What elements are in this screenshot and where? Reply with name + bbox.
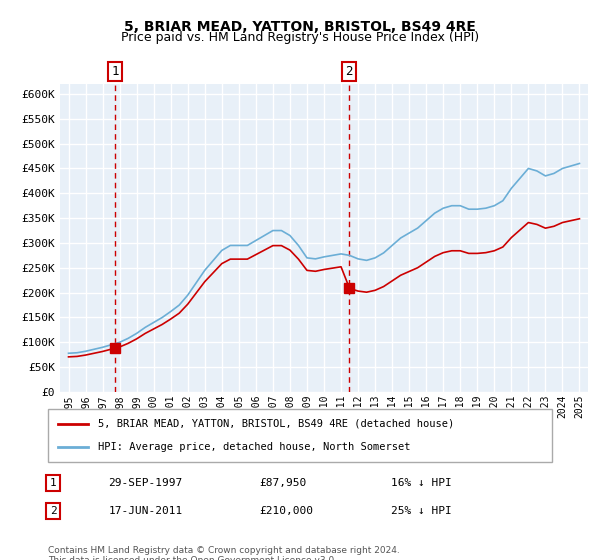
Text: 1: 1	[112, 65, 119, 78]
Text: 2: 2	[50, 506, 56, 516]
Text: HPI: Average price, detached house, North Somerset: HPI: Average price, detached house, Nort…	[98, 442, 411, 452]
Text: 5, BRIAR MEAD, YATTON, BRISTOL, BS49 4RE (detached house): 5, BRIAR MEAD, YATTON, BRISTOL, BS49 4RE…	[98, 419, 455, 429]
FancyBboxPatch shape	[48, 409, 552, 462]
Text: 1: 1	[50, 478, 56, 488]
Text: Price paid vs. HM Land Registry's House Price Index (HPI): Price paid vs. HM Land Registry's House …	[121, 31, 479, 44]
Text: Contains HM Land Registry data © Crown copyright and database right 2024.
This d: Contains HM Land Registry data © Crown c…	[48, 546, 400, 560]
Text: 5, BRIAR MEAD, YATTON, BRISTOL, BS49 4RE: 5, BRIAR MEAD, YATTON, BRISTOL, BS49 4RE	[124, 20, 476, 34]
Text: 2: 2	[345, 65, 353, 78]
Text: 25% ↓ HPI: 25% ↓ HPI	[391, 506, 451, 516]
Text: 29-SEP-1997: 29-SEP-1997	[109, 478, 183, 488]
Text: £210,000: £210,000	[260, 506, 314, 516]
Text: £87,950: £87,950	[260, 478, 307, 488]
Text: 16% ↓ HPI: 16% ↓ HPI	[391, 478, 451, 488]
Text: 17-JUN-2011: 17-JUN-2011	[109, 506, 183, 516]
